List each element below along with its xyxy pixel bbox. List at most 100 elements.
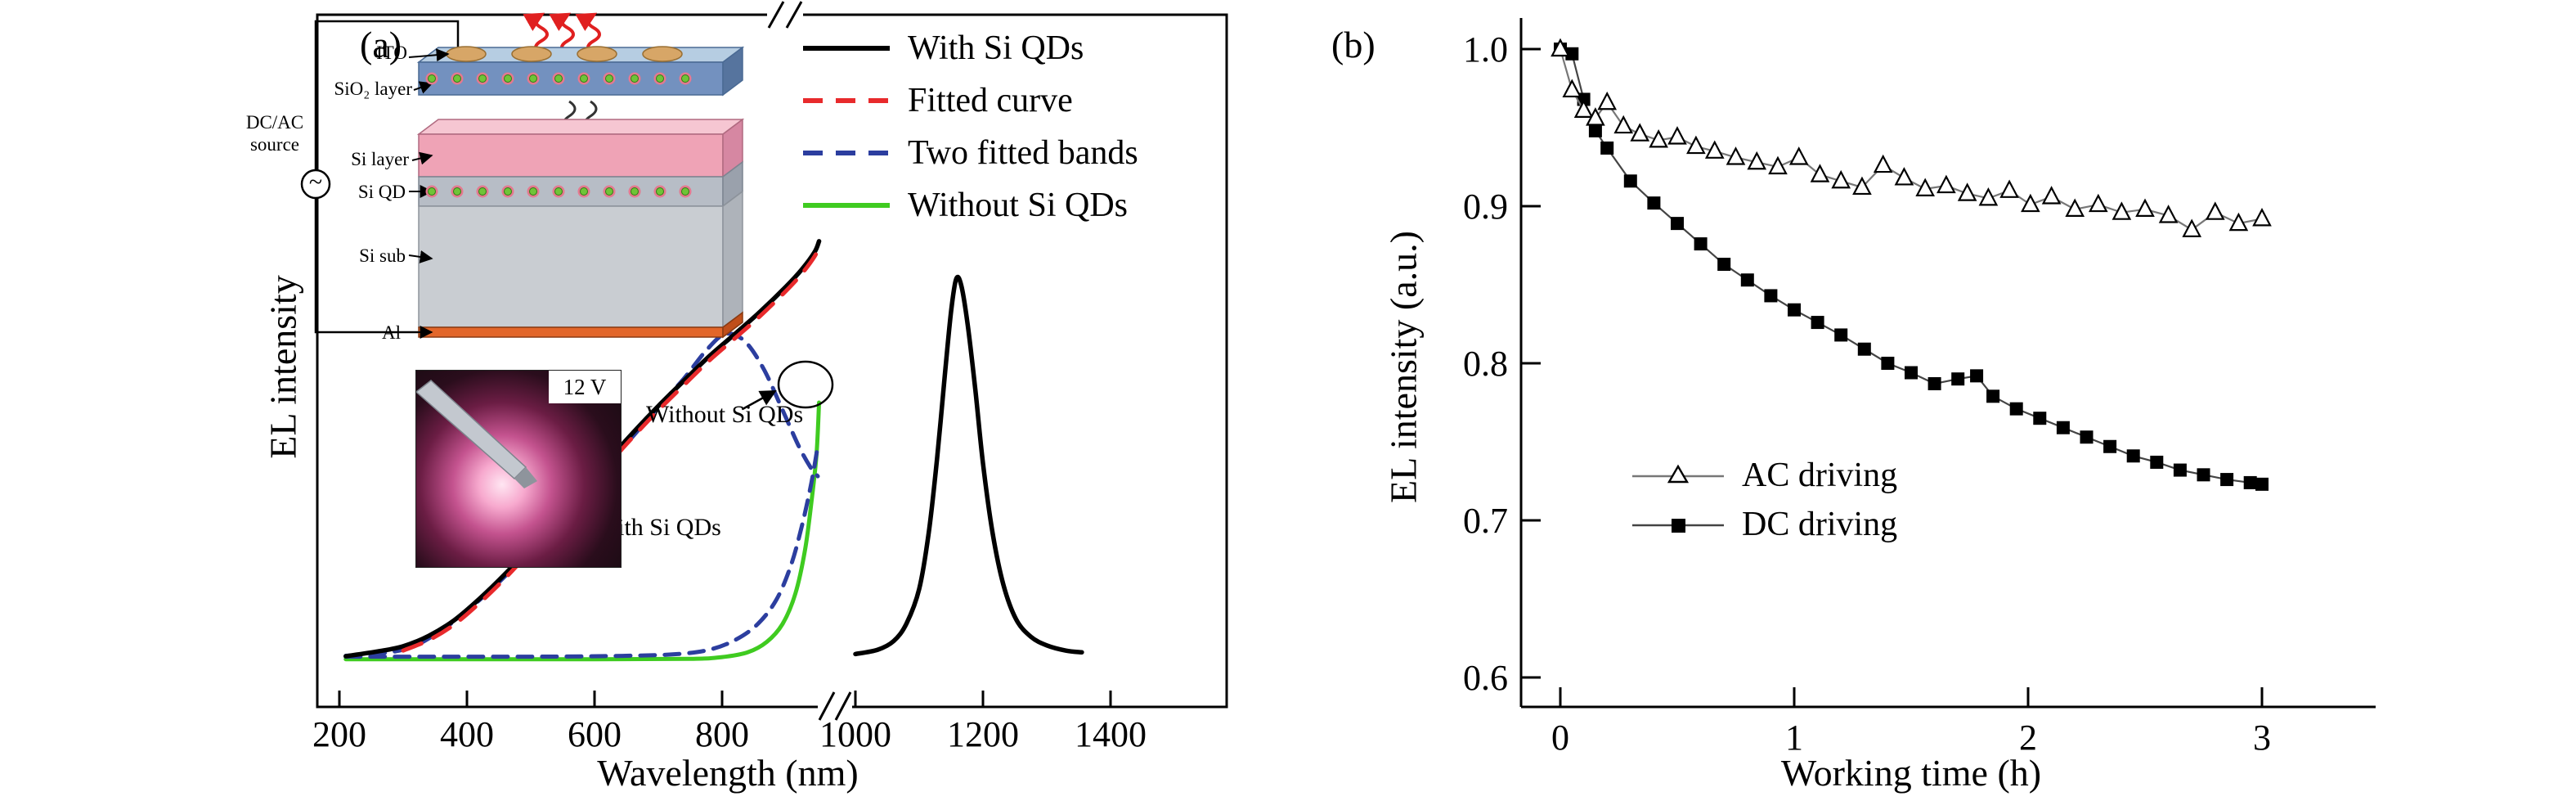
qd-dot <box>529 74 537 83</box>
series-with-si-qds-nir-peak <box>853 274 1084 657</box>
qd-dot <box>453 187 461 196</box>
legend-label: With Si QDs <box>908 29 1084 67</box>
label-dc-ac: DC/AC <box>245 112 304 133</box>
marker-triangle-ac-driving <box>2112 201 2132 220</box>
marker-triangle-ac-driving <box>1573 99 1594 118</box>
x-axis-break-slash <box>834 691 852 721</box>
marker-square-dc-driving <box>2255 477 2269 491</box>
qd-dot <box>428 74 436 83</box>
marker-square-dc-driving <box>1565 47 1579 61</box>
ac-source-icon <box>300 169 331 200</box>
marker-triangle-ac-driving <box>1726 146 1746 165</box>
panel-b-x-tick-label: 3 <box>2253 718 2271 758</box>
series-without-si-qds <box>343 400 822 662</box>
marker-triangle-ac-driving <box>2158 205 2179 223</box>
marker-triangle-ac-driving <box>1649 128 1668 148</box>
marker-triangle-ac-driving <box>1999 179 2019 198</box>
legend-item-without-si-qds: Without Si QDs <box>801 185 1138 226</box>
marker-square-dc-driving <box>1951 372 1965 386</box>
marker-square-dc-driving <box>1717 258 1731 272</box>
marker-triangle-ac-driving <box>1630 123 1650 142</box>
marker-square-dc-driving <box>1881 357 1895 370</box>
legend-label-ac: AC driving <box>1742 457 1898 494</box>
panel-a-x-tick-label: 1000 <box>819 714 891 754</box>
marker-square-dc-driving <box>1788 303 1801 317</box>
panel-a-x-tick-label: 1200 <box>947 714 1019 754</box>
square-marker-icon <box>1632 519 1724 533</box>
marker-triangle-ac-driving <box>2182 218 2202 237</box>
series-line-dc-driving <box>1560 47 2263 485</box>
marker-square-dc-driving <box>1986 389 2000 403</box>
marker-square-dc-driving <box>1811 316 1824 330</box>
qd-dot <box>580 74 588 83</box>
marker-triangle-ac-driving <box>1551 38 1570 57</box>
qd-dot <box>453 74 461 83</box>
marker-triangle-ac-driving <box>1562 79 1582 98</box>
marker-square-dc-driving <box>2080 430 2094 444</box>
label-si-qd: Si QD <box>357 182 406 202</box>
marker-square-dc-driving <box>1764 289 1778 303</box>
qd-dot <box>681 187 689 196</box>
annotation-circle-without-si-qds <box>777 360 834 409</box>
panel-b-y-tick-label: 0.7 <box>1463 501 1508 541</box>
marker-triangle-ac-driving <box>1788 146 1809 165</box>
marker-triangle-ac-driving <box>1957 182 1977 201</box>
marker-square-dc-driving <box>2150 455 2164 469</box>
marker-square-dc-driving <box>2056 421 2070 434</box>
qd-dot <box>681 74 689 83</box>
marker-triangle-ac-driving <box>2135 198 2155 217</box>
panel-b-y-tick-label: 0.9 <box>1463 187 1508 227</box>
panel-b-y-tick-label: 0.8 <box>1463 344 1508 384</box>
panel-b-label: (b) <box>1331 24 1376 65</box>
qd-dot <box>504 187 512 196</box>
panel-a-legend: With Si QDs Fitted curve Two fitted band… <box>801 28 1138 226</box>
panel-a-x-tick-label: 600 <box>568 714 622 754</box>
panel-a-x-axis-title: Wavelength (nm) <box>597 752 859 794</box>
marker-triangle-ac-driving <box>2065 198 2085 217</box>
marker-triangle-ac-driving <box>2205 201 2225 220</box>
panel-b-y-tick-label: 1.0 <box>1463 29 1508 70</box>
top-axis-break-slash <box>785 1 803 29</box>
panel-a-label: (a) <box>360 24 402 65</box>
qd-dot <box>504 74 512 83</box>
legend-item-two-fitted-bands: Two fitted bands <box>801 133 1138 173</box>
label-si-layer: Si layer <box>351 149 409 169</box>
device-label-arrows <box>404 48 450 339</box>
series-fitted-curve <box>401 244 822 653</box>
qd-dot <box>554 187 563 196</box>
legend-item-fitted-curve: Fitted curve <box>801 80 1138 121</box>
panel-a-x-tick-label: 800 <box>695 714 749 754</box>
triangle-marker-icon <box>1632 464 1724 484</box>
marker-triangle-ac-driving <box>2021 193 2040 213</box>
marker-square-dc-driving <box>2103 439 2117 453</box>
legend-label: Fitted curve <box>908 82 1073 119</box>
legend-line-fitted-curve-icon <box>803 98 890 103</box>
x-axis-break-slash <box>818 691 836 721</box>
legend-line-with-si-qds-icon <box>803 46 890 51</box>
label-dc-ac-source: DC/AC source <box>231 111 319 155</box>
marker-triangle-ac-driving <box>2252 207 2272 227</box>
marker-square-dc-driving <box>2173 463 2187 477</box>
series-fitted-band-2 <box>343 443 820 659</box>
marker-square-dc-driving <box>2220 473 2234 487</box>
marker-triangle-ac-driving <box>1686 135 1706 155</box>
marker-triangle-ac-driving <box>1597 91 1618 110</box>
legend-item-with-si-qds: With Si QDs <box>801 28 1138 69</box>
qd-dot <box>631 74 639 83</box>
marker-square-dc-driving <box>2009 402 2023 416</box>
marker-square-dc-driving <box>2243 475 2257 489</box>
marker-triangle-ac-driving <box>1936 174 1956 194</box>
panel-b-x-tick-label: 0 <box>1551 718 1569 758</box>
marker-triangle-ac-driving <box>1852 176 1872 196</box>
marker-triangle-ac-driving <box>1873 154 1893 173</box>
panel-a-y-axis-title: EL intensity <box>262 275 304 459</box>
marker-square-dc-driving <box>1928 376 1941 390</box>
marker-triangle-ac-driving <box>1810 164 1830 182</box>
marker-triangle-ac-driving <box>1831 169 1851 189</box>
qd-dot <box>605 187 613 196</box>
marker-square-dc-driving <box>1834 328 1848 342</box>
el-emission-photo: 12 V <box>415 370 622 568</box>
legend-line-two-fitted-bands-icon <box>803 151 890 155</box>
marker-triangle-ac-driving <box>2088 193 2108 213</box>
marker-square-dc-driving <box>2033 412 2047 425</box>
